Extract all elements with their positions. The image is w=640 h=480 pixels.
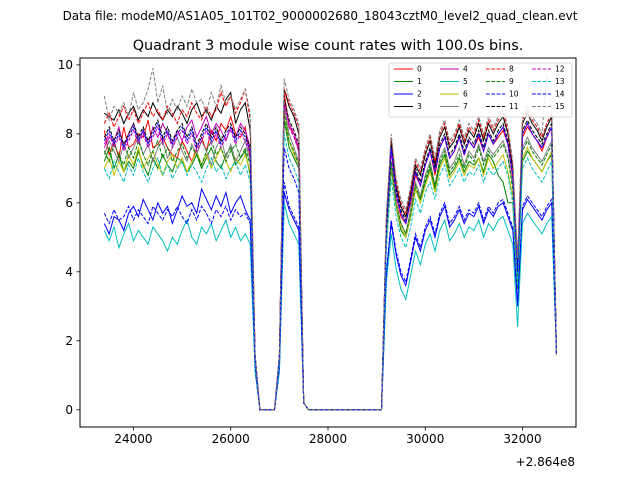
x-axis: 24000 26000 28000 30000 32000: [114, 427, 542, 446]
x-tick-label: 28000: [309, 432, 347, 446]
legend-label-14: 14: [555, 90, 565, 99]
figure-suptitle: Data file: modeM0/AS1A05_101T02_90000026…: [63, 9, 578, 23]
x-tick-label: 30000: [406, 432, 444, 446]
y-tick-label: 2: [65, 334, 73, 348]
y-tick-label: 6: [65, 196, 73, 210]
legend-label-5: 5: [463, 77, 468, 86]
legend-label-8: 8: [509, 65, 514, 74]
legend-label-10: 10: [509, 90, 519, 99]
legend-label-4: 4: [463, 65, 468, 74]
legend-label-6: 6: [463, 90, 468, 99]
legend-label-7: 7: [463, 102, 468, 111]
y-tick-label: 0: [65, 403, 73, 417]
y-axis: 0 2 4 6 8 10: [58, 58, 80, 417]
series-line-15: [103, 68, 557, 411]
legend-label-1: 1: [417, 77, 422, 86]
legend-label-9: 9: [509, 77, 514, 86]
x-tick-label: 26000: [212, 432, 250, 446]
legend-label-3: 3: [417, 102, 422, 111]
legend-label-2: 2: [417, 90, 422, 99]
legend-label-15: 15: [555, 102, 565, 111]
chart-title: Quadrant 3 module wise count rates with …: [133, 38, 524, 54]
series-layer: [103, 68, 557, 411]
x-offset-label: +2.864e8: [516, 455, 575, 469]
x-tick-label: 32000: [503, 432, 541, 446]
legend-label-13: 13: [555, 77, 565, 86]
y-tick-label: 10: [58, 58, 73, 72]
legend-label-12: 12: [555, 65, 565, 74]
legend-label-11: 11: [509, 102, 519, 111]
x-tick-label: 24000: [114, 432, 152, 446]
legend-box: [388, 62, 573, 118]
y-tick-label: 4: [65, 265, 73, 279]
legend-label-0: 0: [417, 65, 422, 74]
series-line-8: [103, 88, 557, 411]
series-line-11: [103, 99, 557, 411]
y-tick-label: 8: [65, 127, 73, 141]
